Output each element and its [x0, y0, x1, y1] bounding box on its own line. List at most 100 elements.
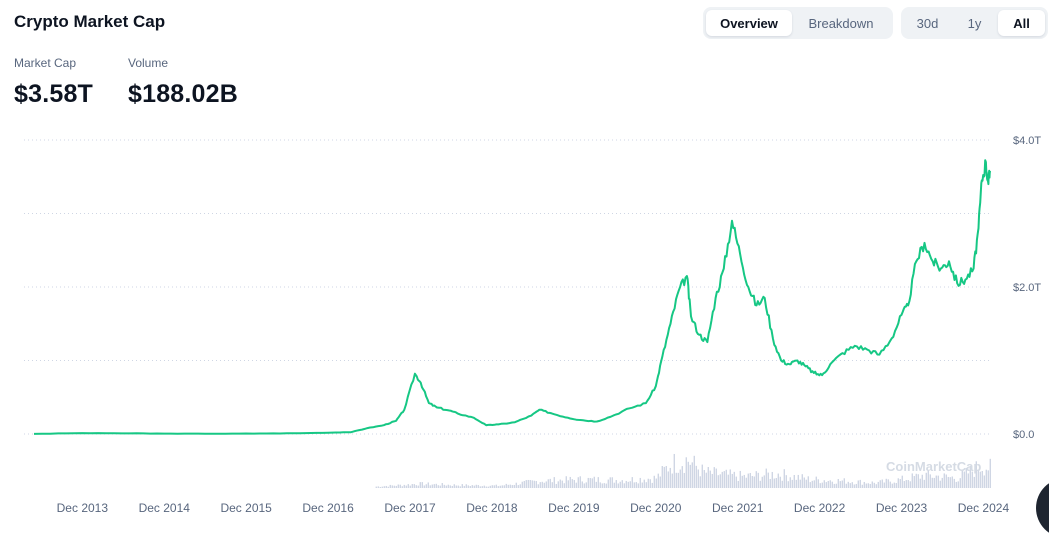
volume-bar — [861, 484, 864, 488]
volume-bar — [747, 473, 750, 488]
volume-bar — [875, 484, 878, 488]
volume-bar — [771, 471, 774, 488]
volume-bar — [477, 485, 480, 488]
volume-bar — [569, 476, 572, 488]
volume-bar — [679, 469, 682, 488]
volume-bar — [753, 476, 756, 488]
volume-bar — [889, 481, 892, 488]
volume-bar — [715, 468, 718, 488]
volume-bar — [497, 486, 500, 488]
volume-bar — [763, 475, 766, 488]
volume-bar — [419, 482, 422, 488]
volume-bar — [649, 479, 652, 488]
volume-bar — [761, 476, 764, 488]
volume-bar — [847, 481, 850, 488]
volume-bar — [975, 461, 978, 488]
volume-bar — [681, 466, 684, 488]
volume-bar — [591, 478, 594, 488]
volume-bar — [433, 484, 436, 488]
volume-bar — [457, 485, 460, 488]
volume-bar — [865, 483, 868, 488]
volume-bar — [739, 470, 742, 488]
volume-bar — [429, 485, 432, 488]
volume-bar — [485, 486, 488, 488]
volume-bar — [915, 473, 918, 488]
volume-bar — [959, 478, 962, 488]
volume-bar — [661, 466, 664, 488]
volume-bar — [921, 474, 924, 488]
volume-bar — [443, 484, 446, 488]
volume-bar — [955, 481, 958, 488]
volume-bar — [713, 467, 716, 488]
volume-bar — [941, 477, 944, 488]
volume-bar — [545, 481, 548, 488]
volume-bar — [731, 473, 734, 488]
volume-bar — [933, 477, 936, 488]
range-30d-button[interactable]: 30d — [904, 10, 951, 36]
volume-bar — [775, 478, 778, 488]
volume-bar — [905, 480, 908, 488]
volume-bar — [733, 471, 736, 488]
volume-bar — [711, 473, 714, 488]
volume-bar — [537, 484, 540, 488]
volume-bar — [597, 477, 600, 488]
volume-bar — [513, 484, 516, 488]
volume-bar — [665, 466, 668, 488]
tab-overview[interactable]: Overview — [706, 10, 792, 36]
volume-bar — [741, 475, 744, 488]
volume-bar — [957, 481, 960, 488]
range-1y-button[interactable]: 1y — [951, 10, 998, 36]
volume-bar — [697, 469, 700, 488]
range-all-button[interactable]: All — [998, 10, 1045, 36]
volume-bar — [519, 484, 522, 488]
tab-breakdown[interactable]: Breakdown — [792, 10, 890, 36]
volume-bar — [411, 484, 414, 488]
volume-bar — [431, 484, 434, 488]
volume-bar — [463, 485, 466, 488]
volume-bar — [491, 485, 494, 488]
volume-bar — [881, 479, 884, 488]
volume-bar — [651, 482, 654, 488]
volume-bar — [873, 482, 876, 488]
market-cap-chart[interactable]: $0.0 $2.0T $4.0T CoinMarketCap Dec 2013 Dec 2… — [0, 0, 1049, 520]
volume-bar — [459, 486, 462, 488]
volume-bar — [805, 479, 808, 488]
volume-bar — [421, 482, 424, 488]
volume-bar — [807, 476, 810, 488]
volume-bar — [947, 476, 950, 488]
volume-bar — [709, 470, 712, 488]
volume-bar — [853, 484, 856, 488]
market-cap-label: Market Cap — [14, 56, 77, 70]
x-tick-label: Dec 2018 — [466, 501, 518, 515]
volume-bar — [397, 484, 400, 488]
market-cap-stat: Market Cap $3.58T — [14, 56, 93, 109]
volume-bar — [415, 485, 418, 488]
volume-bar — [759, 480, 762, 488]
volume-bar — [789, 477, 792, 488]
volume-bar — [827, 480, 830, 488]
volume-bar — [751, 475, 754, 488]
volume-stat: Volume $188.02B — [128, 56, 238, 109]
volume-bar — [389, 484, 392, 488]
volume-bar — [795, 479, 798, 488]
volume-bar — [629, 481, 632, 488]
volume-bar — [667, 471, 670, 488]
volume-bar — [705, 472, 708, 488]
volume-bar — [825, 482, 828, 488]
volume-bar — [987, 470, 990, 488]
volume-bar — [505, 483, 508, 488]
market-cap-line — [33, 159, 991, 435]
volume-bar — [717, 475, 720, 488]
volume-bar — [919, 478, 922, 488]
volume-bar — [631, 477, 634, 488]
y-tick-label: $2.0T — [1013, 282, 1041, 294]
volume-bar — [471, 485, 474, 488]
volume-bar — [749, 472, 752, 488]
volume-bar — [409, 485, 412, 488]
volume-bar — [639, 477, 642, 488]
watermark-text: CoinMarketCap — [886, 459, 981, 474]
volume-bar — [773, 478, 776, 488]
volume-bar — [573, 479, 576, 488]
volume-bar — [841, 480, 844, 488]
volume-bar — [447, 484, 450, 488]
